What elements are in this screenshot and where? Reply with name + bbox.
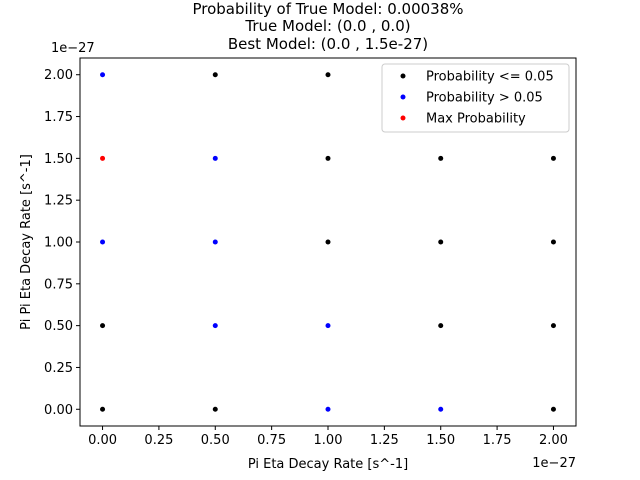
legend-entry-prob-gt-005: Probability > 0.05 [426, 91, 543, 106]
y-tick-label: 0.00 [44, 403, 73, 418]
point-prob-le-005 [100, 323, 106, 329]
point-prob-gt-005 [325, 323, 331, 329]
y-tick-label: 0.25 [44, 361, 73, 376]
y-tick-label: 1.75 [44, 110, 73, 125]
legend-box [381, 63, 570, 133]
x-tick-label: 1.25 [370, 433, 399, 448]
point-prob-le-005 [550, 406, 556, 412]
legend: Probability <= 0.05 Probability > 0.05 Max… [381, 63, 570, 133]
x-axis-ticks: 0.00 0.25 0.50 0.75 1.00 1.25 1.50 1.75 2.00 [88, 426, 568, 448]
point-prob-le-005 [325, 155, 331, 161]
point-prob-le-005 [212, 406, 218, 412]
point-prob-gt-005 [100, 72, 106, 78]
legend-marker [400, 73, 406, 79]
legend-entry-prob-le-005: Probability <= 0.05 [426, 70, 554, 85]
x-tick-label: 0.00 [88, 433, 117, 448]
x-tick-label: 2.00 [539, 433, 568, 448]
x-axis-offset-label: 1e−27 [532, 456, 576, 471]
y-axis-label: Pi Pi Eta Decay Rate [s^-1] [19, 154, 34, 330]
point-prob-le-005 [325, 72, 331, 78]
chart-title: Probability of True Model: 0.00038% True… [192, 0, 463, 53]
point-prob-gt-005 [212, 239, 218, 245]
point-prob-gt-005 [325, 406, 331, 412]
point-max-probability [100, 155, 106, 161]
point-prob-le-005 [100, 406, 106, 412]
point-prob-le-005 [438, 239, 444, 245]
point-prob-le-005 [550, 239, 556, 245]
title-line-2: True Model: (0.0 , 0.0) [244, 17, 410, 35]
point-prob-gt-005 [212, 155, 218, 161]
point-prob-le-005 [325, 239, 331, 245]
legend-marker [400, 115, 406, 121]
title-line-3: Best Model: (0.0 , 1.5e-27) [228, 35, 428, 53]
x-tick-label: 0.25 [144, 433, 173, 448]
y-tick-label: 0.50 [44, 319, 73, 334]
x-tick-label: 0.50 [201, 433, 230, 448]
y-tick-label: 1.00 [44, 236, 73, 251]
y-tick-label: 0.75 [44, 277, 73, 292]
y-tick-label: 1.25 [44, 194, 73, 209]
point-prob-gt-005 [438, 406, 444, 412]
x-tick-label: 1.75 [483, 433, 512, 448]
y-axis-offset-label: 1e−27 [51, 41, 95, 56]
x-tick-label: 0.75 [257, 433, 286, 448]
x-tick-label: 1.50 [426, 433, 455, 448]
legend-entry-max-probability: Max Probability [426, 112, 526, 127]
y-tick-label: 1.50 [44, 152, 73, 167]
x-axis-label: Pi Eta Decay Rate [s^-1] [248, 457, 408, 472]
x-tick-label: 1.00 [314, 433, 343, 448]
point-prob-gt-005 [212, 323, 218, 329]
title-line-1: Probability of True Model: 0.00038% [192, 0, 463, 18]
point-prob-le-005 [438, 323, 444, 329]
y-tick-label: 2.00 [44, 68, 73, 83]
point-prob-le-005 [550, 155, 556, 161]
data-points [100, 72, 556, 412]
y-axis-ticks: 0.00 0.25 0.50 0.75 1.00 1.25 1.50 1.75 2.00 [44, 68, 80, 418]
point-prob-le-005 [550, 323, 556, 329]
point-prob-gt-005 [100, 239, 106, 245]
legend-marker [400, 94, 406, 100]
point-prob-le-005 [212, 72, 218, 78]
point-prob-le-005 [438, 155, 444, 161]
